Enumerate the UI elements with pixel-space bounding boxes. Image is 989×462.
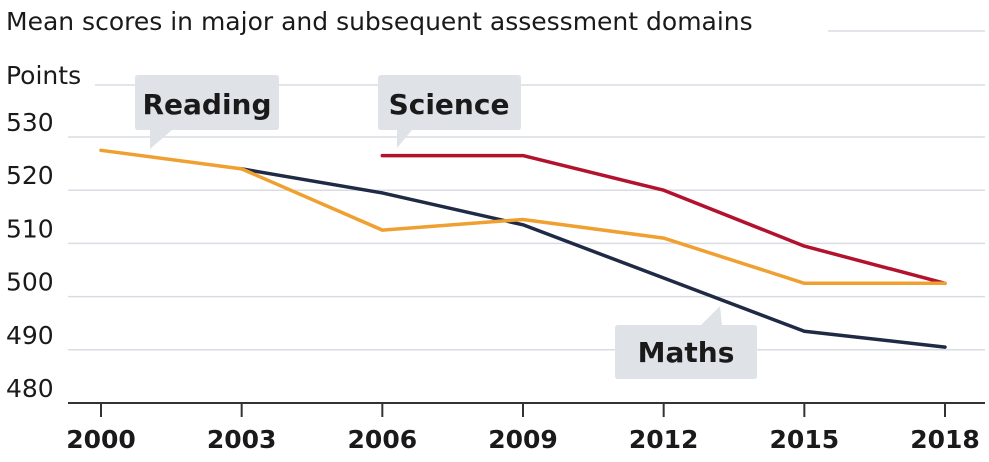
series <box>99 148 947 349</box>
maths-callout: Maths <box>615 306 757 379</box>
maths-callout-label: Maths <box>638 336 735 369</box>
reading-callout: Reading <box>135 75 279 149</box>
series-line-science <box>380 153 947 286</box>
science-callout: Science <box>378 75 521 148</box>
x-tick-label-2018: 2018 <box>910 425 980 454</box>
y-axis-label: Points <box>6 61 81 90</box>
x-ticks: 2000 2003 2006 2009 2012 2015 2018 <box>66 403 980 454</box>
maths-callout-box <box>615 306 757 379</box>
reading-callout-label: Reading <box>142 88 271 121</box>
reading-callout-box <box>135 75 279 149</box>
x-tick-label-2000: 2000 <box>66 425 136 454</box>
x-tick-label-2003: 2003 <box>207 425 277 454</box>
y-tick-label-530: 530 <box>6 108 54 137</box>
science-callout-box <box>378 75 521 148</box>
chart-title: Mean scores in major and subsequent asse… <box>6 7 753 36</box>
series-line-maths <box>239 167 947 349</box>
y-tick-label-500: 500 <box>6 268 54 297</box>
y-tick-label-480: 480 <box>6 374 54 403</box>
y-ticks: 480 490 500 510 520 530 <box>6 108 54 403</box>
x-tick-label-2012: 2012 <box>629 425 699 454</box>
y-tick-label-510: 510 <box>6 214 54 243</box>
x-tick-label-2009: 2009 <box>488 425 558 454</box>
science-callout-label: Science <box>389 88 510 121</box>
x-tick-label-2006: 2006 <box>348 425 418 454</box>
grid <box>68 136 985 351</box>
series-line-reading <box>99 148 947 286</box>
y-tick-label-520: 520 <box>6 161 54 190</box>
y-tick-label-490: 490 <box>6 321 54 350</box>
x-tick-label-2015: 2015 <box>770 425 840 454</box>
